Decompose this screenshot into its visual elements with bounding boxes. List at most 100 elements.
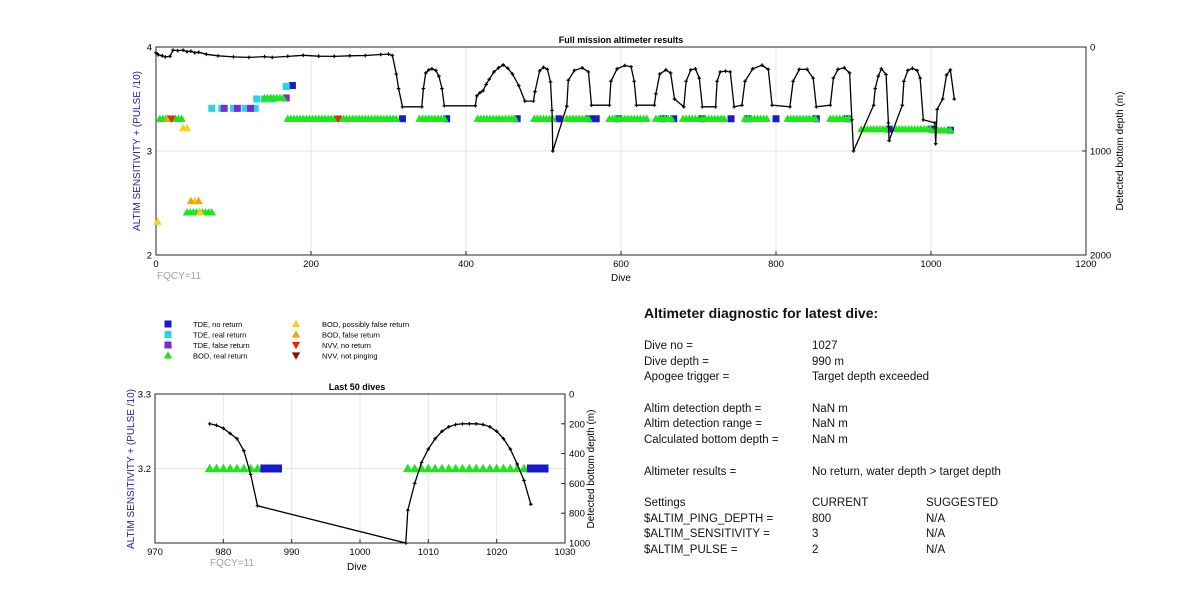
legend-tde-false-return-label: TDE, false return — [193, 341, 250, 350]
top-x-axis-label: Dive — [611, 273, 631, 284]
bottom-depth-point — [887, 138, 891, 143]
bottom-depth-point — [248, 472, 253, 477]
sensitivity-row: $ALTIM_SENSITIVITY = 3 N/A — [644, 527, 1184, 543]
bottom-depth-point — [632, 79, 636, 84]
bottom-depth-point — [419, 460, 424, 465]
ping-depth-label: $ALTIM_PING_DEPTH = — [644, 512, 774, 525]
calculated-bottom-row: Calculated bottom depth = NaN m — [644, 433, 1184, 449]
bod-real-return-marker — [584, 114, 593, 122]
bottom-depth-point — [609, 79, 613, 84]
bottom-depth-point — [285, 54, 290, 59]
bod-real-return-marker — [211, 463, 222, 473]
pulse-suggested: N/A — [926, 543, 946, 556]
bottom-depth-point — [181, 48, 185, 52]
bottom-depth-point — [515, 462, 519, 466]
x-tick-label: 800 — [768, 259, 784, 270]
altimeter-results-label: Altimeter results = — [644, 465, 737, 478]
bod-real-return-marker — [423, 463, 434, 473]
dive-depth-value: 990 m — [812, 355, 844, 368]
bod-real-return-marker — [409, 463, 420, 473]
bod-real-return-marker — [485, 463, 495, 473]
bottom-depth-point — [842, 66, 846, 70]
bottom-depth-point — [168, 54, 172, 59]
x-tick-label: 1000 — [349, 547, 370, 558]
bottom-depth-point — [545, 67, 550, 72]
bottom-depth-point — [421, 86, 426, 91]
bod-real-return-marker — [946, 126, 955, 134]
bottom-depth-point — [548, 80, 553, 84]
bottom-depth-point — [473, 103, 478, 108]
bottom-depth-point — [918, 76, 922, 80]
bottom-depth-point — [460, 422, 465, 426]
current-header: CURRENT — [812, 496, 869, 509]
bottom-depth-point — [586, 70, 591, 74]
x-tick-label: 1020 — [486, 547, 507, 558]
bottom-depth-point — [484, 82, 488, 87]
y2-tick-label: 1000 — [1090, 147, 1111, 158]
bod-real-return-marker — [478, 463, 488, 473]
bottom-depth-line — [209, 423, 532, 544]
bottom-depth-point — [378, 52, 383, 57]
detection-range-label: Altim detection range = — [644, 418, 762, 431]
bottom-depth-point — [347, 54, 352, 58]
bod-real-return-marker — [440, 114, 449, 122]
top-fqcy-annotation: FQCY=11 — [157, 271, 201, 282]
bottom-fqcy-annotation: FQCY=11 — [210, 558, 254, 569]
y-tick-label: 2 — [147, 251, 152, 262]
bottom-depth-point — [427, 68, 431, 72]
bod-real-return-marker — [177, 114, 186, 122]
y2-tick-label: 600 — [569, 479, 585, 490]
bottom-depth-point — [207, 422, 212, 426]
x-tick-label: 980 — [215, 547, 231, 558]
bod-real-return-marker — [667, 114, 676, 122]
bottom-depth-point — [910, 66, 915, 71]
top-chart: 0 200 400 600 800 1000 1200 2 3 4 0 1000 2000 Full m… — [132, 35, 1126, 284]
bottom-depth-point — [501, 436, 506, 441]
bottom-depth-point — [255, 503, 260, 508]
y2-tick-label: 2000 — [1090, 251, 1111, 262]
legend-nvv-not-pinging-label: NVV, not pinging — [322, 352, 378, 361]
detection-depth-row: Altim detection depth = NaN m — [644, 402, 1184, 418]
bottom-depth-point — [316, 54, 321, 58]
tde-real-return-marker — [282, 83, 290, 91]
bottom-depth-point — [921, 118, 926, 122]
ping-depth-current: 800 — [812, 512, 832, 525]
bod-real-return-marker — [811, 114, 820, 122]
legend-bod-false-return-label: BOD, false return — [322, 331, 380, 340]
bottom-depth-point — [433, 436, 437, 441]
bod-real-return-marker — [225, 463, 235, 473]
y2-tick-label: 0 — [569, 390, 574, 401]
dive-depth-row: Dive depth = 990 m — [644, 355, 1184, 371]
settings-header-row: Settings CURRENT SUGGESTED — [644, 496, 1184, 512]
bod-false-return-marker — [194, 196, 203, 205]
y2-tick-label: 200 — [569, 419, 585, 430]
bod-possibly-false-return-marker — [195, 208, 205, 216]
tde-no-return-marker — [398, 115, 406, 123]
bod-real-return-marker — [444, 463, 454, 473]
bottom-depth-point — [332, 54, 337, 59]
bottom-depth-point — [652, 103, 657, 108]
bod-possibly-false-return-marker — [182, 123, 192, 132]
bod-real-return-marker — [245, 463, 256, 473]
tde-no-return-marker — [260, 464, 269, 473]
bottom-depth-point — [262, 54, 267, 59]
bottom-depth-point — [935, 107, 939, 112]
bottom-depth-point — [216, 54, 220, 58]
bod-real-return-marker — [204, 463, 215, 473]
bottom-depth-point — [447, 424, 451, 429]
bottom-depth-point — [171, 48, 175, 52]
bottom-depth-point — [828, 103, 833, 108]
bottom-depth-point — [623, 63, 627, 68]
bottom-depth-point — [948, 68, 953, 72]
bottom-depth-point — [684, 79, 688, 84]
tde-real-return-marker — [208, 104, 216, 112]
bod-real-return-marker — [505, 463, 516, 473]
bottom-depth-point — [516, 83, 521, 88]
tde-real-return-marker — [241, 104, 249, 112]
bottom-depth-point — [940, 97, 945, 101]
bod-real-return-marker — [437, 463, 447, 473]
legend-tde-no-return-swatch — [164, 320, 172, 328]
bottom-depth-point — [160, 54, 164, 58]
nvv-no-return-marker — [167, 115, 176, 123]
